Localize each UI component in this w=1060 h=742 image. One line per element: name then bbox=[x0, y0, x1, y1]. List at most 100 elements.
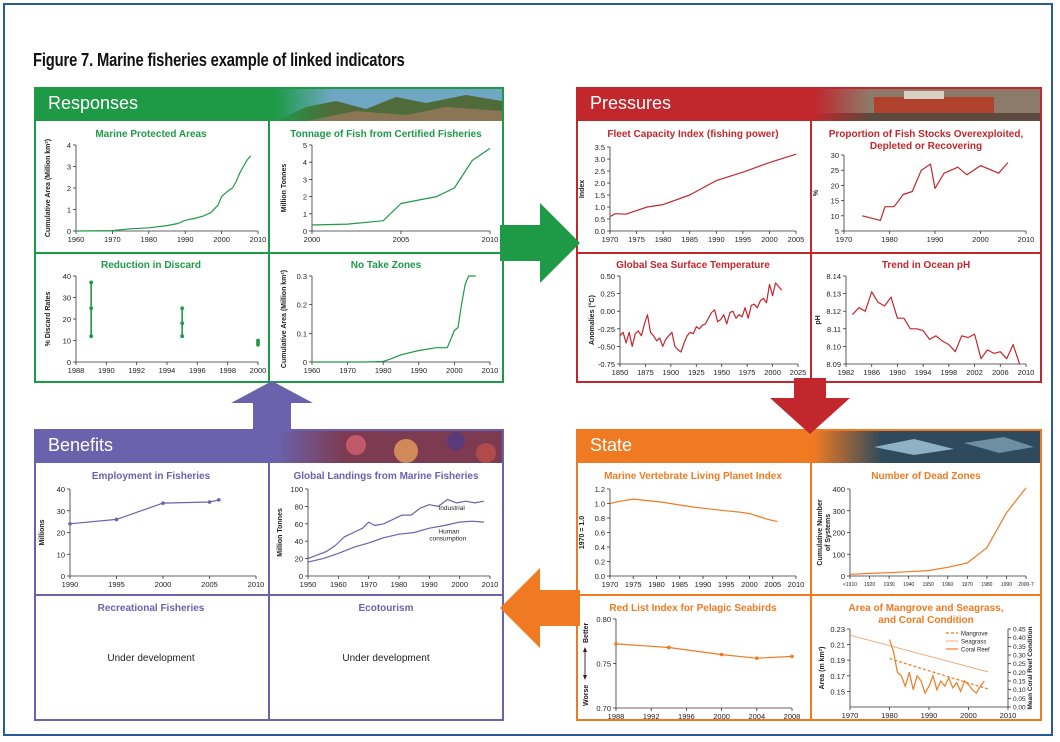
y-tick-label: 4 bbox=[303, 158, 307, 167]
y-tick-label: 0.21 bbox=[830, 641, 845, 650]
y-tick-label: 30 bbox=[831, 151, 839, 160]
x-tick-label: 1995 bbox=[718, 580, 735, 589]
state-label: State bbox=[590, 435, 633, 455]
x-tick-label: 1970 bbox=[962, 582, 973, 588]
x-tick-label: 1982 bbox=[838, 368, 855, 377]
x-tick-label: 1960 bbox=[330, 580, 347, 589]
x-tick-label: 1980 bbox=[140, 235, 157, 244]
y-tick-label: 3 bbox=[303, 175, 307, 184]
series-line bbox=[862, 162, 1009, 222]
chart-global-landings: 0 20 40 60 80 100 1950 1960 1970 1980 1990 2000 2010… bbox=[277, 485, 499, 589]
y-tick-label: 40 bbox=[57, 485, 65, 494]
series-line bbox=[311, 147, 491, 226]
y-tick-label: 0 bbox=[67, 227, 71, 236]
y-axis-arrow-down bbox=[583, 675, 587, 680]
discard-point bbox=[89, 334, 94, 339]
state-hdivider bbox=[578, 594, 1040, 596]
panel-ecotourism: Ecotourism Under development bbox=[270, 595, 502, 719]
x-tick-label: 2005 bbox=[764, 580, 781, 589]
x-tick-label: 2000 bbox=[960, 711, 977, 719]
state-header-photo bbox=[814, 431, 1040, 463]
x-tick-label: 1970 bbox=[339, 366, 356, 375]
y-tick-label: 1 bbox=[67, 206, 71, 215]
discard-point bbox=[256, 338, 260, 343]
x-tick-label: 1970 bbox=[842, 711, 859, 719]
y-tick-label: 1.2 bbox=[595, 485, 605, 494]
series-line-seagrass bbox=[849, 634, 989, 673]
chart-red-list-index: 0.70 0.75 0.80 1988 1992 1996 2000 2004 2008 Wors… bbox=[583, 615, 801, 719]
y-tick-label: 1.5 bbox=[595, 191, 605, 200]
x-tick-label: 1990 bbox=[927, 235, 944, 244]
series-line bbox=[312, 275, 476, 363]
x-tick-label: 1992 bbox=[643, 712, 660, 719]
panel-title: No Take Zones bbox=[350, 260, 422, 271]
x-tick-label: 2008 bbox=[784, 712, 801, 719]
y-tick-label: 0 bbox=[299, 572, 303, 581]
x-tick-label: 1875 bbox=[637, 368, 654, 377]
panel-title: Number of Dead Zones bbox=[871, 471, 981, 482]
y-tick-label: 8.14 bbox=[826, 272, 841, 281]
x-tick-label: 2010 bbox=[482, 235, 499, 244]
panel-recreational-fisheries: Recreational Fisheries Under development bbox=[36, 595, 266, 719]
x-tick-label: 2010 bbox=[1018, 368, 1035, 377]
x-tick-label: 2002 bbox=[966, 368, 983, 377]
series-annotation: Industrial bbox=[438, 505, 465, 512]
y-tick-label: 30 bbox=[63, 294, 71, 303]
x-tick-label: 2005 bbox=[201, 580, 218, 589]
panel-title: Marine Protected Areas bbox=[95, 129, 207, 140]
chart-marine-protected-areas: 0 1 2 3 4 1960 1970 1980 1990 2000 2010 Cumulative … bbox=[45, 139, 266, 244]
panel-marine-protected-areas: Marine Protected Areas 0 1 2 3 4 1960 1970 1980 1… bbox=[36, 121, 266, 249]
benefits-quadrant: Benefits bbox=[34, 429, 504, 721]
y-axis-label: 1970 = 1.0 bbox=[579, 516, 586, 549]
y-axis-label: Index bbox=[579, 180, 586, 198]
x-tick-label: 2010 bbox=[482, 366, 499, 375]
panel-title: Reduction in Discard bbox=[100, 260, 201, 271]
x-tick-label: 2010 bbox=[482, 580, 499, 589]
series-line bbox=[307, 498, 485, 560]
panel-title: Marine Vertebrate Living Planet Index bbox=[604, 471, 782, 482]
x-tick-label: 2010 bbox=[1018, 235, 1035, 244]
x-tick-label: 1990 bbox=[62, 580, 79, 589]
y-tick-label: 20 bbox=[63, 315, 71, 324]
x-tick-label: 2010 bbox=[248, 580, 265, 589]
x-tick-label: 2010 bbox=[788, 580, 805, 589]
y-tick-label: 0.80 bbox=[596, 615, 611, 624]
y-tick-label: 5 bbox=[303, 141, 307, 150]
x-tick-label: 2000 bbox=[761, 235, 778, 244]
pressures-header-photo bbox=[814, 89, 1040, 121]
y2-tick-label: 0.25 bbox=[1013, 661, 1026, 668]
discard-point bbox=[180, 321, 185, 326]
x-tick-label: 1980 bbox=[648, 580, 665, 589]
benefits-hdivider bbox=[36, 594, 502, 596]
x-tick-label: 2000 bbox=[155, 580, 172, 589]
panel-employment: Employment in Fisheries 0 10 20 30 40 1990 1995… bbox=[36, 463, 266, 591]
panel-title: Proportion of Fish Stocks Overexploited,… bbox=[812, 129, 1040, 153]
x-tick-label: 1995 bbox=[735, 235, 752, 244]
y-tick-label: 0.50 bbox=[600, 272, 615, 281]
pressures-hdivider bbox=[578, 252, 1040, 254]
x-tick-label: 2025 bbox=[790, 368, 807, 377]
y-tick-label: 0.15 bbox=[830, 687, 845, 696]
x-tick-label: 1988 bbox=[68, 366, 85, 375]
arrow-state-to-benefits bbox=[500, 568, 580, 648]
under-development-note: Under development bbox=[107, 653, 195, 664]
y-tick-label: 0.3 bbox=[297, 272, 307, 281]
panel-title: Area of Mangrove and Seagrass, and Coral … bbox=[812, 603, 1040, 627]
y-tick-label: 300 bbox=[832, 507, 845, 516]
y2-tick-label: 0.35 bbox=[1013, 644, 1026, 651]
y-axis-label: % bbox=[813, 189, 820, 196]
y-tick-label: 8.13 bbox=[826, 290, 841, 299]
x-tick-label: 1980 bbox=[655, 235, 672, 244]
x-tick-label: 1996 bbox=[189, 366, 206, 375]
y-tick-label: 0 bbox=[61, 572, 65, 581]
x-tick-label: 1985 bbox=[671, 580, 688, 589]
series-line bbox=[619, 282, 783, 353]
panel-sea-surface-temperature: Global Sea Surface Temperature -0.75 -0.50… bbox=[578, 252, 808, 381]
pressures-header: Pressures bbox=[578, 89, 1040, 121]
legend-label: Mangrove bbox=[961, 632, 988, 638]
x-tick-label: <1910 bbox=[843, 582, 857, 588]
x-tick-label: 2006 bbox=[992, 368, 1009, 377]
y-tick-label: 0.8 bbox=[595, 514, 605, 523]
panel-no-take-zones: No Take Zones 0 0.1 0.2 0.3 1960 1970 1980 1990 2… bbox=[270, 252, 502, 381]
